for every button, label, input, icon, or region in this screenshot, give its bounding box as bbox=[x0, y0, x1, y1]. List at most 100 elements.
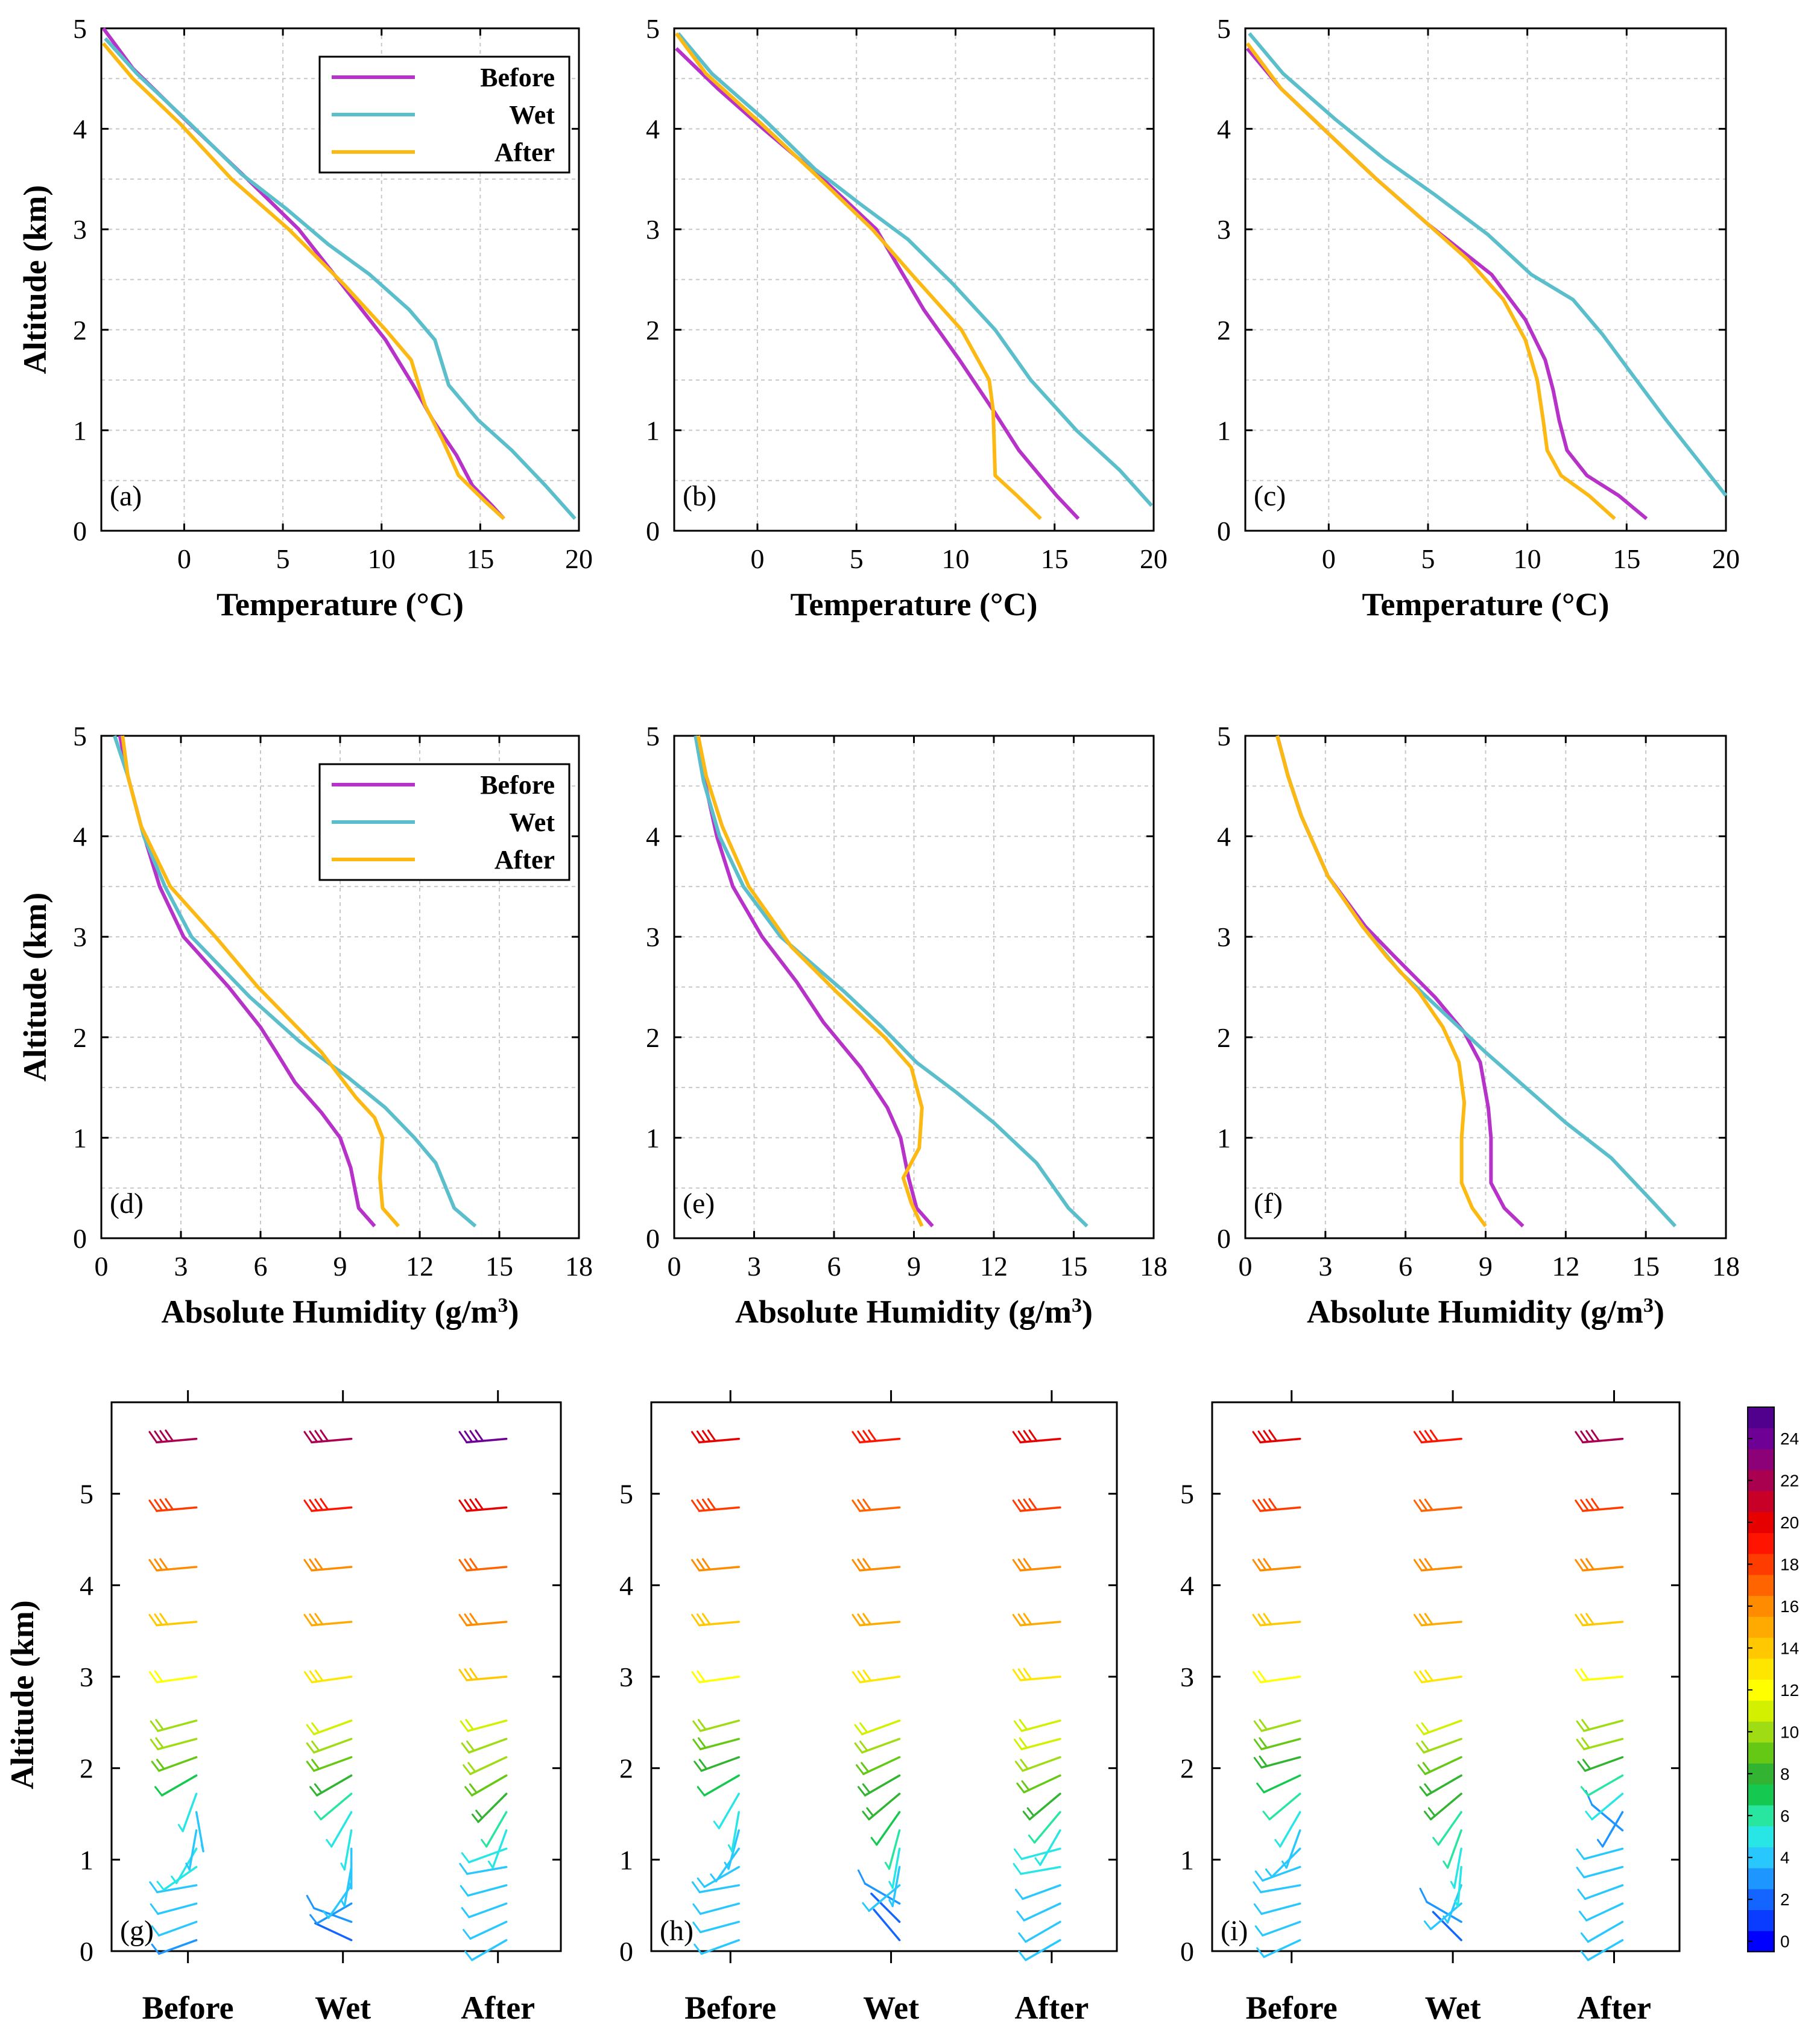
wind-barb-feather bbox=[311, 1740, 320, 1752]
wind-barb bbox=[1417, 1756, 1462, 1776]
wind-barb-feather bbox=[458, 1613, 468, 1627]
panel-b: 0 5 10 15 20 0 1 2 3 4 5 Temperature (°C) (b) bbox=[646, 13, 1168, 622]
wind-barb-feather bbox=[1580, 1932, 1589, 1943]
wind-barb-shaft bbox=[699, 1738, 740, 1750]
wind-barb-feather bbox=[340, 1899, 346, 1907]
wind-barb-feather bbox=[691, 1499, 700, 1512]
wind-barb bbox=[150, 1902, 198, 1915]
y-tick-label: 5 bbox=[80, 1479, 93, 1510]
panel-label: (f) bbox=[1254, 1188, 1283, 1220]
wind-barb-shaft bbox=[157, 1738, 198, 1750]
wind-barb-feather bbox=[465, 1719, 475, 1731]
wind-barb-feather bbox=[888, 1899, 894, 1907]
wind-barb-feather bbox=[148, 1671, 158, 1683]
y-tick-label: 1 bbox=[73, 1122, 87, 1153]
wind-barb bbox=[1413, 1613, 1462, 1627]
wind-barb-feather bbox=[1418, 1558, 1428, 1571]
wind-barb-feather bbox=[691, 1881, 701, 1893]
colorbar-tick-label: 16 bbox=[1780, 1597, 1799, 1616]
x-axis-label-end: ) bbox=[1082, 1294, 1093, 1330]
wind-barb-feather bbox=[159, 1430, 169, 1443]
wind-barb bbox=[1253, 1737, 1301, 1750]
wind-barb-shaft bbox=[1023, 1774, 1061, 1794]
wind-barb bbox=[463, 1756, 508, 1776]
wind-barb bbox=[1013, 1847, 1061, 1860]
colorbar-tick-label: 18 bbox=[1780, 1555, 1799, 1574]
wind-barb bbox=[151, 1920, 198, 1937]
wind-barb-shaft bbox=[870, 1893, 901, 1923]
wind-barb-feather bbox=[696, 1430, 706, 1443]
wind-barb-shaft bbox=[466, 1566, 508, 1572]
wind-barb-feather bbox=[713, 1820, 720, 1829]
wind-barb bbox=[1575, 1498, 1624, 1512]
wind-barb-feather bbox=[460, 1885, 469, 1897]
x-tick-label: 0 bbox=[1322, 543, 1336, 574]
x-tick-label: 15 bbox=[485, 1251, 513, 1282]
wind-barb-feather bbox=[469, 1668, 479, 1680]
wind-barb-feather bbox=[1580, 1558, 1590, 1571]
wind-barb-feather bbox=[309, 1430, 318, 1443]
wind-barb bbox=[303, 1669, 353, 1683]
wind-barb-shaft bbox=[1437, 1811, 1462, 1846]
wind-barb bbox=[1012, 1429, 1061, 1444]
wind-barb-shaft bbox=[864, 1774, 901, 1797]
wind-barb bbox=[148, 1613, 198, 1627]
wind-barb-shaft bbox=[1259, 1506, 1301, 1512]
wind-barb-feather bbox=[156, 1759, 165, 1770]
wind-barb-feather bbox=[1014, 1888, 1024, 1900]
wind-barb-feather bbox=[1413, 1558, 1423, 1572]
colorbar-tick-label: 6 bbox=[1780, 1806, 1790, 1825]
wind-barb-feather bbox=[1259, 1719, 1268, 1731]
wind-barb bbox=[309, 1902, 353, 1925]
wind-barb-feather bbox=[464, 1558, 473, 1571]
wind-barb-feather bbox=[862, 1498, 872, 1511]
wind-barb-shaft bbox=[1268, 1792, 1301, 1821]
y-tick-label: 1 bbox=[646, 1122, 660, 1153]
wind-barb bbox=[471, 1792, 508, 1823]
wind-barb-feather bbox=[311, 1759, 320, 1770]
wind-barb bbox=[460, 1884, 508, 1897]
wind-barb-shaft bbox=[315, 1902, 353, 1925]
wind-barb-feather bbox=[1253, 1903, 1263, 1915]
wind-barb-feather bbox=[701, 1558, 711, 1571]
wind-barb-shaft bbox=[315, 1774, 353, 1797]
wind-barb-feather bbox=[1012, 1499, 1022, 1512]
wind-barb bbox=[1252, 1498, 1301, 1512]
wind-barb bbox=[148, 1498, 198, 1512]
wind-barb bbox=[1016, 1902, 1061, 1922]
x-tick-label: 0 bbox=[750, 543, 764, 574]
wind-barb bbox=[691, 1613, 740, 1627]
wind-barb-feather bbox=[1577, 1761, 1586, 1772]
wind-barb-feather bbox=[862, 1430, 872, 1443]
wind-barb-shaft bbox=[1432, 1911, 1462, 1941]
wind-barb-feather bbox=[303, 1431, 313, 1443]
wind-barb-feather bbox=[691, 1431, 700, 1443]
wind-barb-feather bbox=[1257, 1670, 1267, 1683]
colorbar-segment bbox=[1748, 1407, 1774, 1429]
wind-barb bbox=[1423, 1792, 1462, 1821]
colorbar-segment bbox=[1748, 1449, 1774, 1470]
wind-barb-shaft bbox=[1019, 1506, 1061, 1512]
wind-barb-shaft bbox=[891, 1847, 901, 1889]
panel-i: 0 1 2 3 4 5 Before Wet After (i) bbox=[1180, 1390, 1681, 2026]
panel-c: 0 5 10 15 20 0 1 2 3 4 5 Temperature (°C) (c) bbox=[1217, 13, 1740, 622]
wind-barb bbox=[1022, 1792, 1061, 1821]
wind-barb-shaft bbox=[703, 1865, 740, 1888]
wind-barb-shaft bbox=[1260, 1884, 1301, 1894]
wind-barb-feather bbox=[696, 1499, 706, 1511]
colorbar-segment bbox=[1748, 1742, 1774, 1764]
wind-barb-feather bbox=[154, 1499, 163, 1511]
wind-barb-shaft bbox=[1019, 1621, 1061, 1627]
wind-barb bbox=[692, 1719, 740, 1732]
x-tick-label: 0 bbox=[668, 1251, 681, 1282]
wind-barb-feather bbox=[458, 1668, 468, 1682]
x-tick-label: 10 bbox=[1514, 543, 1541, 574]
y-tick-label: 0 bbox=[80, 1936, 93, 1967]
y-tick-label: 0 bbox=[646, 516, 660, 546]
wind-barb bbox=[1416, 1738, 1462, 1754]
wind-barb-shaft bbox=[868, 1792, 901, 1821]
wind-barb bbox=[306, 1738, 353, 1754]
wind-barb-feather bbox=[1585, 1430, 1595, 1443]
